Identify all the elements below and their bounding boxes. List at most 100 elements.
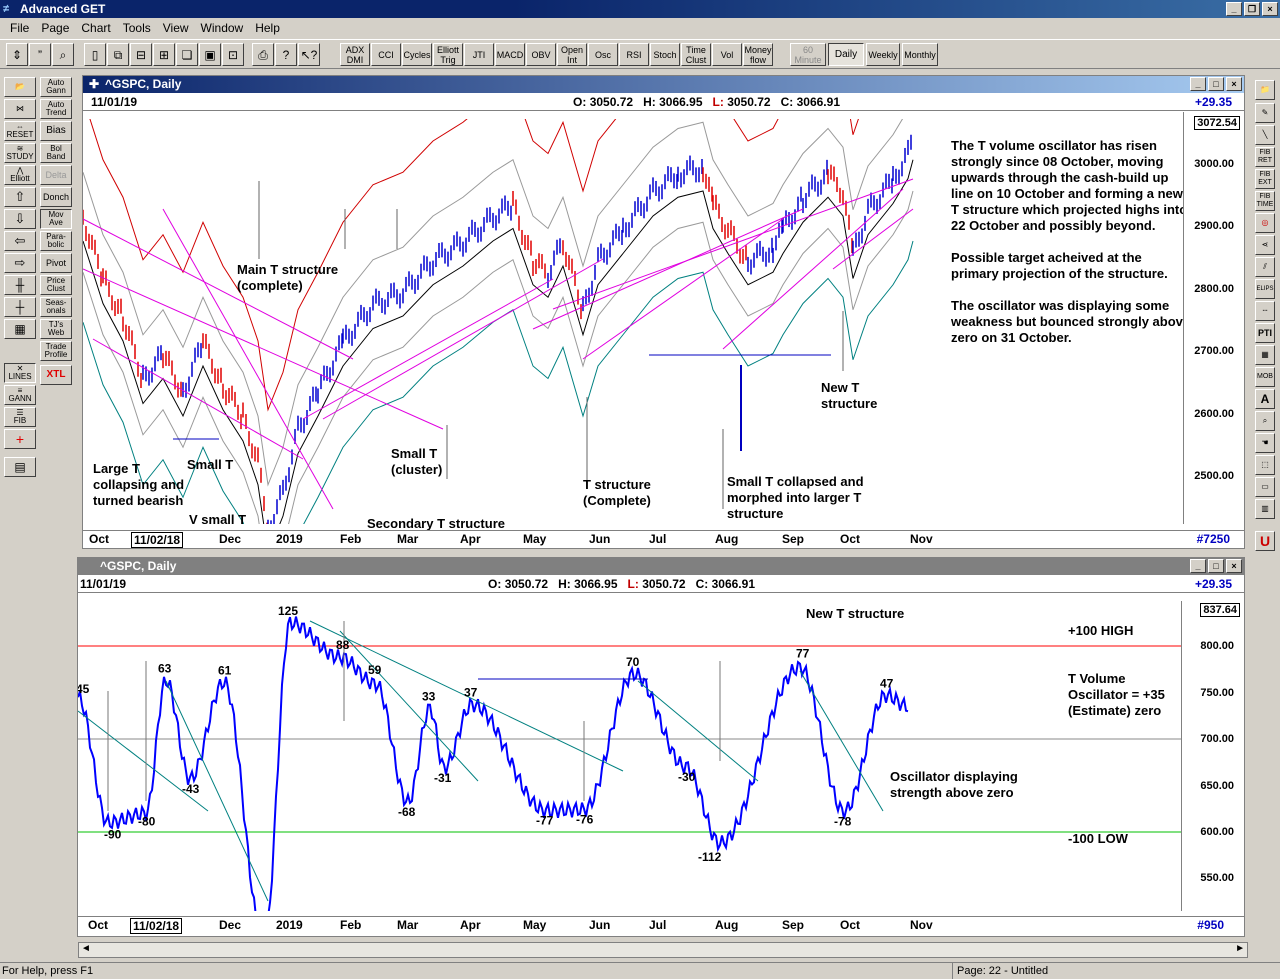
cascade-icon[interactable]: ❏ bbox=[176, 43, 198, 66]
tool-vol[interactable]: Vol bbox=[712, 43, 742, 66]
tool-stoch[interactable]: Stoch bbox=[650, 43, 680, 66]
cursor-tool-icon[interactable]: ⇕ bbox=[6, 43, 28, 66]
copy-icon[interactable]: ⧉ bbox=[107, 43, 129, 66]
cross-icon[interactable]: + bbox=[4, 429, 36, 449]
tool-adx-dmi[interactable]: ADX DMI bbox=[340, 43, 370, 66]
tool-money-flow[interactable]: Money flow bbox=[743, 43, 773, 66]
arrow-left-icon[interactable]: ⇦ bbox=[4, 231, 36, 251]
minimize-button[interactable]: _ bbox=[1226, 2, 1242, 16]
new-page-icon[interactable]: ▯ bbox=[84, 43, 106, 66]
tool-seasonals[interactable]: Seas-onals bbox=[40, 297, 72, 317]
tool-delta[interactable]: Delta bbox=[40, 165, 72, 185]
tool-text-a[interactable]: A bbox=[1255, 389, 1275, 409]
tool-elips[interactable]: ELIPS bbox=[1255, 279, 1275, 299]
gann-fan-icon[interactable]: ≡ GANN bbox=[4, 385, 36, 405]
tool-time-clust[interactable]: Time Clust bbox=[681, 43, 711, 66]
menu-view[interactable]: View bbox=[162, 21, 189, 35]
tool-obv[interactable]: OBV bbox=[526, 43, 556, 66]
osc-minimize-button[interactable]: _ bbox=[1190, 559, 1206, 573]
horizontal-scrollbar[interactable]: ◄ ► bbox=[78, 942, 1248, 958]
timeframe-60-minute[interactable]: 60 Minute bbox=[790, 43, 826, 66]
tool-elliott-trig[interactable]: Elliott Trig bbox=[433, 43, 463, 66]
quote-tool-icon[interactable]: ” bbox=[29, 43, 51, 66]
print-icon[interactable]: ⎙ bbox=[252, 43, 274, 66]
tool-parabolic[interactable]: Para-bolic bbox=[40, 231, 72, 251]
tool-macd[interactable]: MACD bbox=[495, 43, 525, 66]
tool-fib-time[interactable]: FIB TIME bbox=[1255, 191, 1275, 211]
magnify-icon[interactable]: ⌕ bbox=[1255, 411, 1275, 431]
tool-tjs-web[interactable]: TJ's Web bbox=[40, 319, 72, 339]
menu-help[interactable]: Help bbox=[255, 21, 280, 35]
gann-icon[interactable]: ⋈ bbox=[4, 99, 36, 119]
study-icon[interactable]: ≋ STUDY bbox=[4, 143, 36, 163]
tool-price-clust[interactable]: Price Clust bbox=[40, 275, 72, 295]
pencil-icon[interactable]: ✎ bbox=[1255, 103, 1275, 123]
lines-icon[interactable]: ✕ LINES bbox=[4, 363, 36, 383]
channel-icon[interactable]: ⫽ bbox=[1255, 257, 1275, 277]
restore-button[interactable]: ❐ bbox=[1244, 2, 1260, 16]
eraser-icon[interactable]: ▭ bbox=[1255, 477, 1275, 497]
price-maximize-button[interactable]: □ bbox=[1208, 77, 1224, 91]
tool-trade-profile[interactable]: Trade Profile bbox=[40, 341, 72, 361]
price-chart-plot[interactable] bbox=[83, 119, 1183, 524]
price-minimize-button[interactable]: _ bbox=[1190, 77, 1206, 91]
reset-icon[interactable]: ⇔ RESET bbox=[4, 121, 36, 141]
osc-maximize-button[interactable]: □ bbox=[1208, 559, 1224, 573]
arrow-right-icon[interactable]: ⇨ bbox=[4, 253, 36, 273]
open-icon[interactable]: 📂 bbox=[4, 77, 36, 97]
fib-circle-icon[interactable]: ◎ bbox=[1255, 213, 1275, 233]
tool-pti[interactable]: PTI bbox=[1255, 323, 1275, 343]
hand-icon[interactable]: ☚ bbox=[1255, 433, 1275, 453]
table-icon[interactable]: ▦ bbox=[1255, 345, 1275, 365]
price-close-button[interactable]: × bbox=[1226, 77, 1242, 91]
save-icon[interactable]: ▣ bbox=[199, 43, 221, 66]
timeframe-monthly[interactable]: Monthly bbox=[902, 43, 938, 66]
export-icon[interactable]: ⊡ bbox=[222, 43, 244, 66]
trash-icon[interactable]: ▥ bbox=[1255, 499, 1275, 519]
tool-jti[interactable]: JTI bbox=[464, 43, 494, 66]
tool-rsi[interactable]: RSI bbox=[619, 43, 649, 66]
open-chart-icon[interactable]: ⊟ bbox=[130, 43, 152, 66]
menu-chart[interactable]: Chart bbox=[81, 21, 111, 35]
context-help-icon[interactable]: ↖? bbox=[298, 43, 320, 66]
page-icon[interactable]: ▤ bbox=[4, 457, 36, 477]
tool-xtl[interactable]: XTL bbox=[40, 365, 72, 385]
tool-bol-band[interactable]: Bol Band bbox=[40, 143, 72, 163]
price-y-axis[interactable]: 3072.54 3000.00 2900.00 2800.00 2700.00 … bbox=[1183, 112, 1244, 524]
menu-file[interactable]: File bbox=[10, 21, 30, 35]
tool-mob[interactable]: MOB bbox=[1255, 367, 1275, 387]
timeframe-weekly[interactable]: Weekly bbox=[866, 43, 900, 66]
tool-mov-ave[interactable]: Mov Ave bbox=[40, 209, 72, 229]
tool-open-int[interactable]: Open Int bbox=[557, 43, 587, 66]
menu-window[interactable]: Window bbox=[200, 21, 244, 35]
zoom-icon[interactable]: ⌕ bbox=[52, 43, 74, 66]
menu-page[interactable]: Page bbox=[41, 21, 70, 35]
scale-icon[interactable]: ┼ bbox=[4, 297, 36, 317]
dash-icon[interactable]: ┄ bbox=[1255, 301, 1275, 321]
elliott-icon[interactable]: ⋀ Elliott bbox=[4, 165, 36, 185]
tool-auto-trend[interactable]: Auto Trend bbox=[40, 99, 72, 119]
help-icon[interactable]: ? bbox=[275, 43, 297, 66]
scroll-left-icon[interactable]: ◄ bbox=[81, 943, 91, 954]
bars-icon[interactable]: ╫ bbox=[4, 275, 36, 295]
tool-fib-ret[interactable]: FIB RET bbox=[1255, 147, 1275, 167]
folder-icon[interactable]: 📁 bbox=[1255, 80, 1275, 100]
osc-y-axis[interactable]: 837.64 800.00 750.00 700.00 650.00 600.0… bbox=[1181, 601, 1244, 911]
tile-icon[interactable]: ⊞ bbox=[153, 43, 175, 66]
tool-pivot[interactable]: Pivot bbox=[40, 253, 72, 273]
oscillator-plot[interactable]: 45-90-8063-4361-2191258859-6833-3137-77-… bbox=[78, 601, 1181, 911]
tool-cci[interactable]: CCI bbox=[371, 43, 401, 66]
line-tool-icon[interactable]: ╲ bbox=[1255, 125, 1275, 145]
arrow-up-icon[interactable]: ⇧ bbox=[4, 187, 36, 207]
scroll-right-icon[interactable]: ► bbox=[1235, 943, 1245, 954]
tool-auto-gann[interactable]: Auto Gann bbox=[40, 77, 72, 97]
tool-donch[interactable]: Donch bbox=[40, 187, 72, 207]
tool-osc[interactable]: Osc bbox=[588, 43, 618, 66]
fib-icon[interactable]: ☰ FIB bbox=[4, 407, 36, 427]
fan-icon[interactable]: ⋖ bbox=[1255, 235, 1275, 255]
grid-icon[interactable]: ▦ bbox=[4, 319, 36, 339]
tool-bias[interactable]: Bias bbox=[40, 121, 72, 141]
tool-cycles[interactable]: Cycles bbox=[402, 43, 432, 66]
timeframe-daily[interactable]: Daily bbox=[828, 43, 864, 66]
arrow-down-icon[interactable]: ⇩ bbox=[4, 209, 36, 229]
